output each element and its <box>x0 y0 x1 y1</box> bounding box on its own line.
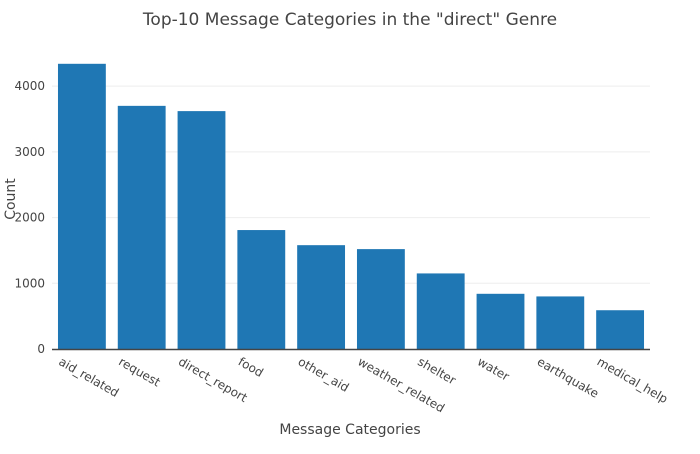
chart-title: Top-10 Message Categories in the "direct… <box>142 10 557 30</box>
bar-medical_help[interactable] <box>596 310 645 349</box>
bar-direct_report[interactable] <box>177 111 226 349</box>
bar-aid_related[interactable] <box>57 63 106 350</box>
y-tick-label: 2000 <box>14 211 45 225</box>
bars <box>57 63 645 350</box>
y-tick-label: 4000 <box>14 79 45 93</box>
x-tick-label-medical_help: medical_help <box>595 354 671 406</box>
y-axis-label: Count <box>3 178 19 220</box>
bar-shelter[interactable] <box>416 273 465 349</box>
y-tick-label: 0 <box>37 342 45 356</box>
y-tick-label: 3000 <box>14 145 45 159</box>
x-tick-label-aid_related: aid_related <box>56 354 121 399</box>
bar-food[interactable] <box>237 230 286 349</box>
y-tick-label: 1000 <box>14 276 45 290</box>
x-tick-label-other_aid: other_aid <box>296 354 352 394</box>
x-tick-label-shelter: shelter <box>415 354 458 387</box>
x-tick-label-water: water <box>475 354 512 383</box>
bar-water[interactable] <box>476 293 525 349</box>
bar-request[interactable] <box>117 105 166 349</box>
y-tick-labels: 0 1000 2000 3000 4000 <box>14 79 45 356</box>
bar-earthquake[interactable] <box>536 296 585 349</box>
x-tick-label-request: request <box>116 354 163 389</box>
bar-weather_related[interactable] <box>356 249 405 349</box>
x-tick-label-food: food <box>236 354 266 379</box>
bar-other_aid[interactable] <box>297 245 346 349</box>
x-axis-label: Message Categories <box>279 422 420 438</box>
x-tick-label-earthquake: earthquake <box>535 354 601 400</box>
